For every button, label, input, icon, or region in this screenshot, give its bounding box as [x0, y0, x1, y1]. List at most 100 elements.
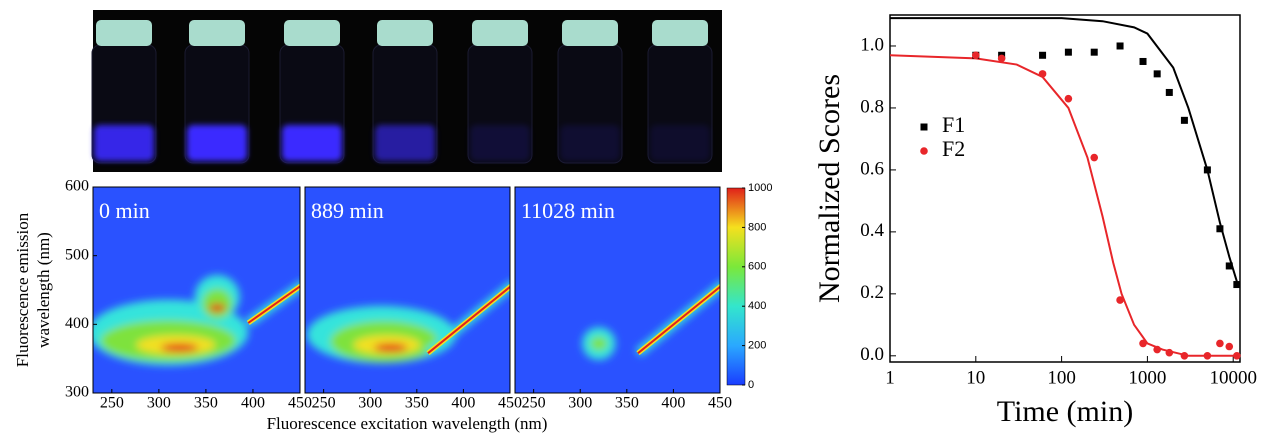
y-tick-label: 300	[65, 384, 89, 401]
colorbar	[726, 187, 746, 386]
contour-background	[515, 187, 720, 393]
x-tick-label: 450	[288, 395, 312, 412]
contour-blob	[160, 343, 199, 352]
data-point	[972, 51, 980, 60]
x-tick-label: 10	[966, 367, 985, 388]
x-tick-label: 400	[241, 395, 265, 412]
contour-map	[305, 187, 510, 393]
data-point	[1064, 94, 1073, 103]
colorbar-tick-label: 600	[748, 261, 766, 273]
panel-label: 889 min	[311, 198, 384, 223]
contour-blob	[590, 336, 608, 351]
plot-frame	[889, 14, 1241, 363]
x-tick-label: 100	[1047, 367, 1076, 388]
contour-blob	[202, 288, 233, 319]
panel-label: 11028 min	[521, 198, 615, 223]
vial-liquid	[282, 125, 342, 161]
x-axis-label: Fluorescence excitation wavelength (nm)	[267, 414, 548, 433]
data-point	[1165, 88, 1173, 96]
data-point	[1203, 166, 1211, 174]
y-tick-label: 0.2	[860, 282, 884, 303]
x-tick-label: 250	[312, 395, 336, 412]
data-point	[1180, 116, 1188, 124]
vial-cap	[652, 20, 708, 46]
data-point	[1090, 153, 1099, 162]
data-point	[1139, 339, 1147, 348]
data-point	[1090, 48, 1098, 56]
colorbar-tick-label: 200	[748, 340, 766, 352]
vial-cap	[96, 20, 152, 46]
x-axis-label: Time (min)	[997, 395, 1133, 428]
vial-cap	[284, 20, 340, 46]
y-axis-label: wavelength (nm)	[34, 232, 53, 348]
vial-cap	[562, 20, 618, 46]
y-tick-label: 0.6	[860, 158, 884, 179]
y-tick-label: 1.0	[860, 34, 884, 55]
data-point	[997, 54, 1006, 63]
panel-frame	[514, 186, 721, 394]
colorbar-tick-label: 400	[748, 300, 766, 312]
data-point	[1153, 70, 1161, 78]
legend-label: F2	[942, 136, 965, 161]
colorbar-tick-label: 800	[748, 221, 766, 233]
x-tick-label: 400	[661, 395, 685, 412]
data-point	[1116, 296, 1124, 304]
x-tick-label: 350	[405, 395, 429, 412]
vial-photo	[91, 10, 722, 172]
contour-field	[306, 281, 510, 364]
y-tick-label: 0.4	[860, 220, 884, 241]
x-tick-label: 300	[358, 395, 382, 412]
contour-blob	[373, 343, 408, 352]
vial-liquid	[470, 125, 530, 161]
data-point	[1216, 339, 1224, 348]
y-axis-label: Fluorescence emission	[13, 212, 32, 367]
vial-cap	[189, 20, 245, 46]
panel-label: 0 min	[99, 198, 150, 223]
vial-liquid	[187, 125, 247, 161]
x-tick-label: 450	[498, 395, 522, 412]
data-point	[1180, 352, 1189, 360]
legend-marker	[920, 123, 928, 131]
contour-map	[93, 187, 300, 393]
vial-liquid	[94, 125, 154, 161]
data-point	[1116, 42, 1124, 50]
data-point	[1233, 352, 1241, 360]
scatter-line-core	[247, 285, 300, 324]
x-tick-label: 1	[885, 367, 895, 388]
data-point	[1139, 57, 1147, 65]
x-tick-label: 300	[568, 395, 592, 412]
vial-liquid	[560, 125, 620, 161]
contour-blob	[208, 303, 226, 312]
x-tick-label: 250	[100, 395, 124, 412]
vial-cap	[377, 20, 433, 46]
scatter-line-core	[637, 285, 720, 354]
vial-cap	[472, 20, 528, 46]
data-point	[1225, 262, 1233, 270]
y-axis-label: Normalized Scores	[813, 74, 846, 303]
scatter-line-core	[427, 285, 510, 354]
panel-frame	[92, 186, 301, 394]
data-point	[1203, 352, 1212, 360]
vial-liquid	[650, 125, 710, 161]
x-tick-label: 400	[451, 395, 475, 412]
x-tick-label: 10000	[1209, 367, 1257, 388]
x-tick-label: 250	[522, 395, 546, 412]
y-tick-label: 600	[65, 178, 89, 195]
data-point	[1064, 48, 1072, 56]
y-tick-label: 0.8	[860, 96, 884, 117]
legend-marker	[920, 147, 928, 155]
colorbar-tick-label: 1000	[748, 182, 772, 194]
contour-map	[515, 187, 720, 393]
data-point	[1153, 345, 1161, 354]
data-point	[1165, 348, 1174, 357]
x-tick-label: 300	[147, 395, 171, 412]
x-tick-label: 1000	[1128, 367, 1166, 388]
x-tick-label: 350	[615, 395, 639, 412]
data-point	[1216, 225, 1224, 233]
y-tick-label: 400	[65, 315, 89, 332]
y-tick-label: 500	[65, 246, 89, 263]
y-tick-label: 0.0	[860, 344, 884, 365]
data-point	[1225, 342, 1234, 351]
